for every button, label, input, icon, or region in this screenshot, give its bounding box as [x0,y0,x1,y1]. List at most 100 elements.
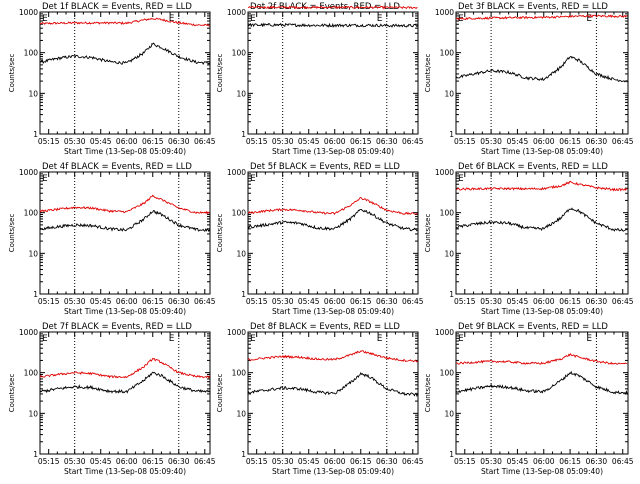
detector-panel: Det 1f BLACK = Events, RED = LLD 1 10 100 10… [8,2,216,156]
x-tick-label: 06:15 [350,457,372,466]
y-tick-label: 10 [444,409,454,418]
x-tick-label: 06:00 [533,137,555,146]
y-tick-label: 1 [449,130,454,139]
plot-frame [39,11,211,135]
y-tick-label: 10 [236,89,246,98]
y-axis-title: Counts/sec [424,374,432,413]
detector-panel: Det 6f BLACK = Events, RED = LLD 1 10 100 10… [424,162,634,316]
x-tick-label: 05:30 [272,297,294,306]
x-tick-label: 05:30 [272,457,294,466]
x-tick-label: 06:15 [142,297,164,306]
x-tick-label: 06:45 [612,457,634,466]
y-axis-title: Counts/sec [8,374,16,413]
x-tick-label: 06:30 [168,137,190,146]
panel-title: Det 1f BLACK = Events, RED = LLD [42,2,192,12]
events-series-line [39,209,211,233]
x-tick-label: 06:45 [194,457,216,466]
event-marker-label: E [377,14,383,24]
x-tick-label: 06:45 [402,137,424,146]
x-tick-label: 05:15 [246,457,268,466]
x-axis-title: Start Time (13-Sep-08 05:09:40) [64,147,186,156]
lld-series-line [247,196,418,216]
detector-panel: Det 2f BLACK = Events, RED = LLD11010010… [216,2,424,156]
event-marker-label: E [377,334,383,344]
detector-panel: Det 8f BLACK = Events, RED = LLD 1 10 100 10… [216,322,424,476]
x-tick-label: 06:45 [402,457,424,466]
x-tick-label: 05:15 [454,137,476,146]
y-tick-label: 1 [241,290,246,299]
x-axis-title: Start Time (13-Sep-08 05:09:40) [272,467,394,476]
x-tick-label: 05:30 [272,137,294,146]
y-axis-title: Counts/sec [424,54,432,93]
y-tick-label: 10 [236,409,246,418]
y-tick-label: 1000 [227,328,246,337]
plot-frame [455,11,629,135]
plot-frame [247,11,419,135]
x-axis-title: Start Time (13-Sep-08 05:09:40) [481,307,603,316]
x-axis-title: Start Time (13-Sep-08 05:09:40) [272,307,394,316]
events-series-line [247,371,419,398]
detector-panel: Det 9f BLACK = Events, RED = LLD 1 10 100 10… [424,322,634,476]
x-axis-title: Start Time (13-Sep-08 05:09:40) [481,467,603,476]
y-tick-label: 10 [444,89,454,98]
y-tick-label: 100 [440,49,455,58]
detector-panel: Det 5f BLACK = Events, RED = LLD 1 10 100 10… [216,162,424,316]
x-tick-label: 05:45 [298,297,320,306]
y-tick-label: 100 [24,369,39,378]
plot-frame [247,171,419,295]
event-marker-label: E [169,334,175,344]
x-tick-label: 05:45 [90,137,112,146]
x-tick-label: 05:15 [246,137,268,146]
y-tick-label: 1 [33,290,38,299]
events-series-line [40,42,210,65]
event-marker-label: E [169,14,175,24]
x-tick-label: 05:15 [454,457,476,466]
event-marker-label: E [250,174,256,184]
lld-series-line [39,17,210,27]
x-tick-label: 05:30 [480,457,502,466]
x-tick-label: 06:00 [324,137,346,146]
plot-frame [455,331,629,455]
plot-frame [455,171,629,295]
x-tick-label: 05:15 [38,137,60,146]
plot-frame [247,331,419,455]
x-tick-label: 06:30 [376,457,398,466]
x-tick-label: 06:15 [142,457,164,466]
y-tick-label: 100 [232,369,247,378]
y-tick-label: 1000 [19,328,38,337]
panel-title: Det 9f BLACK = Events, RED = LLD [458,322,608,332]
x-tick-label: 05:30 [480,137,502,146]
y-tick-label: 1000 [19,8,38,17]
y-tick-label: 10 [236,249,246,258]
x-tick-label: 05:45 [298,137,320,146]
x-tick-label: 06:30 [376,297,398,306]
y-axis-title: Counts/sec [216,54,224,93]
event-marker-label: E [42,174,48,184]
panel-title: Det 3f BLACK = Events, RED = LLD [458,2,608,12]
x-tick-label: 05:30 [480,297,502,306]
x-tick-label: 06:30 [168,457,190,466]
x-tick-label: 05:15 [38,457,60,466]
x-tick-label: 06:00 [116,297,138,306]
x-axis-title: Start Time (13-Sep-08 05:09:40) [481,147,603,156]
x-tick-label: 05:30 [64,137,86,146]
x-tick-label: 06:30 [168,297,190,306]
x-tick-label: 06:00 [116,137,138,146]
y-axis-title: Counts/sec [424,214,432,253]
x-tick-label: 06:30 [586,297,608,306]
y-tick-label: 1000 [435,168,454,177]
panel-title: Det 7f BLACK = Events, RED = LLD [42,322,192,332]
lld-series-line [456,352,628,365]
y-tick-label: 100 [232,49,247,58]
x-tick-label: 06:00 [324,297,346,306]
x-tick-label: 05:45 [507,137,529,146]
panel-title: Det 8f BLACK = Events, RED = LLD [250,322,400,332]
y-tick-label: 10 [28,89,38,98]
x-tick-label: 05:15 [246,297,268,306]
y-tick-label: 100 [24,49,39,58]
event-marker-label: E [250,14,256,24]
x-tick-label: 06:15 [559,137,581,146]
x-tick-label: 06:45 [612,297,634,306]
x-tick-label: 05:45 [298,457,320,466]
x-tick-label: 06:30 [586,137,608,146]
